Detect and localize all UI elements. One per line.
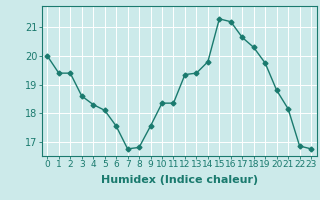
X-axis label: Humidex (Indice chaleur): Humidex (Indice chaleur) [100,175,258,185]
